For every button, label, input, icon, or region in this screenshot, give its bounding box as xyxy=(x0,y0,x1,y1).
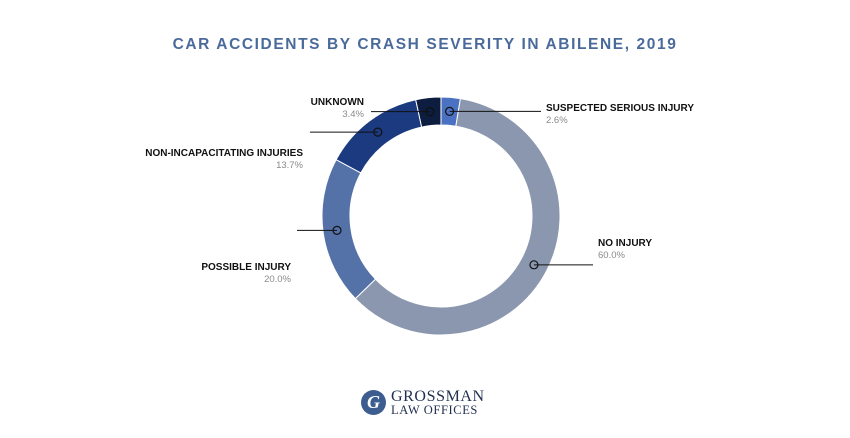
value-possible-injury: 20.0% xyxy=(264,274,291,285)
logo-line2: LAW OFFICES xyxy=(391,403,478,417)
label-no-injury: NO INJURY xyxy=(598,238,652,249)
grossman-logo: G GROSSMAN LAW OFFICES xyxy=(361,388,501,422)
marker-non-incapacitating-injuries xyxy=(373,127,383,137)
value-unknown: 3.4% xyxy=(342,109,364,120)
slice-no-injury xyxy=(354,98,561,336)
marker-no-injury xyxy=(529,260,539,270)
label-unknown: UNKNOWN xyxy=(311,97,364,108)
marker-suspected-serious-injury xyxy=(444,106,455,116)
logo-mark-icon: G xyxy=(361,390,386,415)
value-suspected-serious-injury: 2.6% xyxy=(546,115,568,126)
logo-line1: GROSSMAN xyxy=(391,388,485,405)
value-non-incapacitating-injuries: 13.7% xyxy=(276,160,303,171)
label-non-incapacitating-injuries: NON-INCAPACITATING INJURIES xyxy=(145,148,303,159)
donut-slices xyxy=(321,96,561,336)
chart-title: CAR ACCIDENTS BY CRASH SEVERITY IN ABILE… xyxy=(172,36,678,53)
value-no-injury: 60.0% xyxy=(598,250,625,261)
marker-possible-injury xyxy=(332,225,342,235)
marker-unknown xyxy=(425,107,435,117)
label-suspected-serious-injury: SUSPECTED SERIOUS INJURY xyxy=(546,103,694,114)
slice-possible-injury xyxy=(321,158,377,300)
label-possible-injury: POSSIBLE INJURY xyxy=(201,262,291,273)
